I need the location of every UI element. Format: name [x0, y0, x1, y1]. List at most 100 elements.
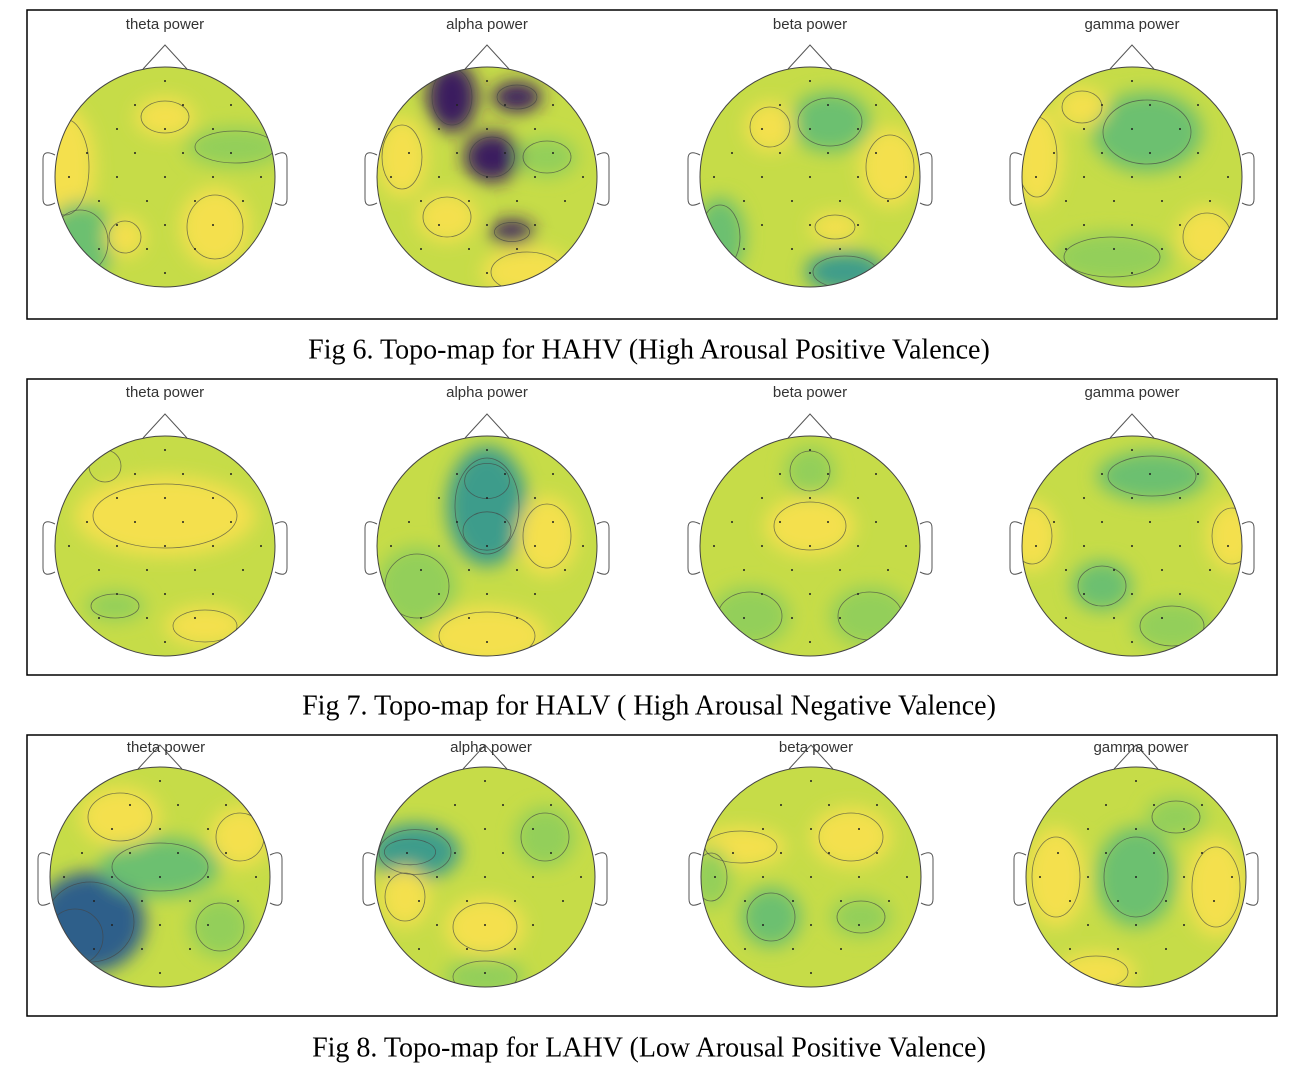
ear: [364, 152, 378, 206]
electrode: [839, 200, 841, 202]
electrode: [456, 521, 458, 523]
electrode: [418, 900, 420, 902]
power-region: [447, 446, 527, 566]
electrode: [134, 473, 136, 475]
electrode: [761, 593, 763, 595]
electrode: [1131, 641, 1133, 643]
power-region: [1097, 451, 1207, 501]
nose: [464, 44, 510, 70]
electrode: [242, 569, 244, 571]
electrode: [1183, 924, 1185, 926]
electrode: [714, 876, 716, 878]
figure-caption: Fig 8. Topo-map for LAHV (Low Arousal Po…: [312, 1032, 986, 1063]
electrode: [1065, 248, 1067, 250]
electrode: [159, 924, 161, 926]
topo-map: [364, 413, 610, 657]
ear: [364, 521, 378, 575]
electrode: [177, 804, 179, 806]
electrode: [1131, 128, 1133, 130]
electrode: [564, 569, 566, 571]
power-region: [515, 807, 575, 867]
electrode: [1161, 569, 1163, 571]
electrode: [713, 545, 715, 547]
electrode: [827, 152, 829, 154]
power-region: [1072, 561, 1132, 611]
contour: [522, 503, 572, 569]
electrode: [1201, 804, 1203, 806]
head-fill: [375, 767, 595, 987]
electrode: [1057, 852, 1059, 854]
electrode: [552, 104, 554, 106]
electrode: [809, 224, 811, 226]
electrode: [839, 569, 841, 571]
figure-caption: Fig 7. Topo-map for HALV ( High Arousal …: [302, 690, 996, 721]
electrode: [390, 176, 392, 178]
electrode: [111, 828, 113, 830]
electrode: [779, 473, 781, 475]
electrode: [182, 521, 184, 523]
electrode: [580, 876, 582, 878]
electrode: [486, 593, 488, 595]
electrode: [255, 876, 257, 878]
electrode: [713, 176, 715, 178]
electrode: [809, 449, 811, 451]
figure-frame: [26, 734, 1278, 1017]
electrode: [761, 545, 763, 547]
electrode: [791, 248, 793, 250]
panel-title: beta power: [773, 16, 847, 33]
blobs: [377, 446, 577, 656]
electrode: [1113, 200, 1115, 202]
blobs: [701, 807, 891, 947]
electrode: [534, 176, 536, 178]
electrode: [388, 876, 390, 878]
nose: [464, 413, 510, 439]
ear: [1009, 152, 1023, 206]
electrode: [116, 593, 118, 595]
electrode: [779, 104, 781, 106]
electrode: [438, 128, 440, 130]
nose: [142, 413, 188, 439]
electrode: [1065, 617, 1067, 619]
ear: [362, 852, 376, 906]
ear: [596, 152, 610, 206]
contour: [92, 483, 238, 549]
blobs: [1022, 451, 1242, 651]
electrode: [1083, 545, 1085, 547]
ear: [1241, 521, 1255, 575]
power-region: [445, 897, 525, 957]
electrode: [534, 545, 536, 547]
electrode: [159, 972, 161, 974]
electrode: [827, 521, 829, 523]
head-fill: [1026, 767, 1246, 987]
electrode: [129, 852, 131, 854]
contour: [1061, 90, 1103, 124]
electrode: [809, 80, 811, 82]
power-region: [490, 220, 534, 244]
figure-frame: [26, 378, 1278, 676]
electrode: [839, 248, 841, 250]
electrode: [828, 852, 830, 854]
power-region: [85, 591, 145, 621]
electrode: [1101, 521, 1103, 523]
power-region: [427, 606, 547, 656]
electrode: [207, 924, 209, 926]
power-region: [1057, 87, 1107, 127]
head-outline: [376, 435, 598, 657]
contour: [438, 611, 536, 656]
contour: [773, 501, 847, 551]
electrode: [212, 128, 214, 130]
nose: [462, 744, 508, 770]
contour: [1211, 507, 1242, 565]
electrode: [857, 545, 859, 547]
power-region: [785, 446, 835, 496]
head-fill: [701, 767, 921, 987]
power-region: [860, 127, 920, 207]
electrode: [484, 876, 486, 878]
electrode: [466, 948, 468, 950]
electrode: [582, 545, 584, 547]
electrode: [534, 497, 536, 499]
contour: [186, 194, 244, 260]
electrode: [809, 593, 811, 595]
power-region: [445, 957, 525, 987]
electrode: [810, 780, 812, 782]
